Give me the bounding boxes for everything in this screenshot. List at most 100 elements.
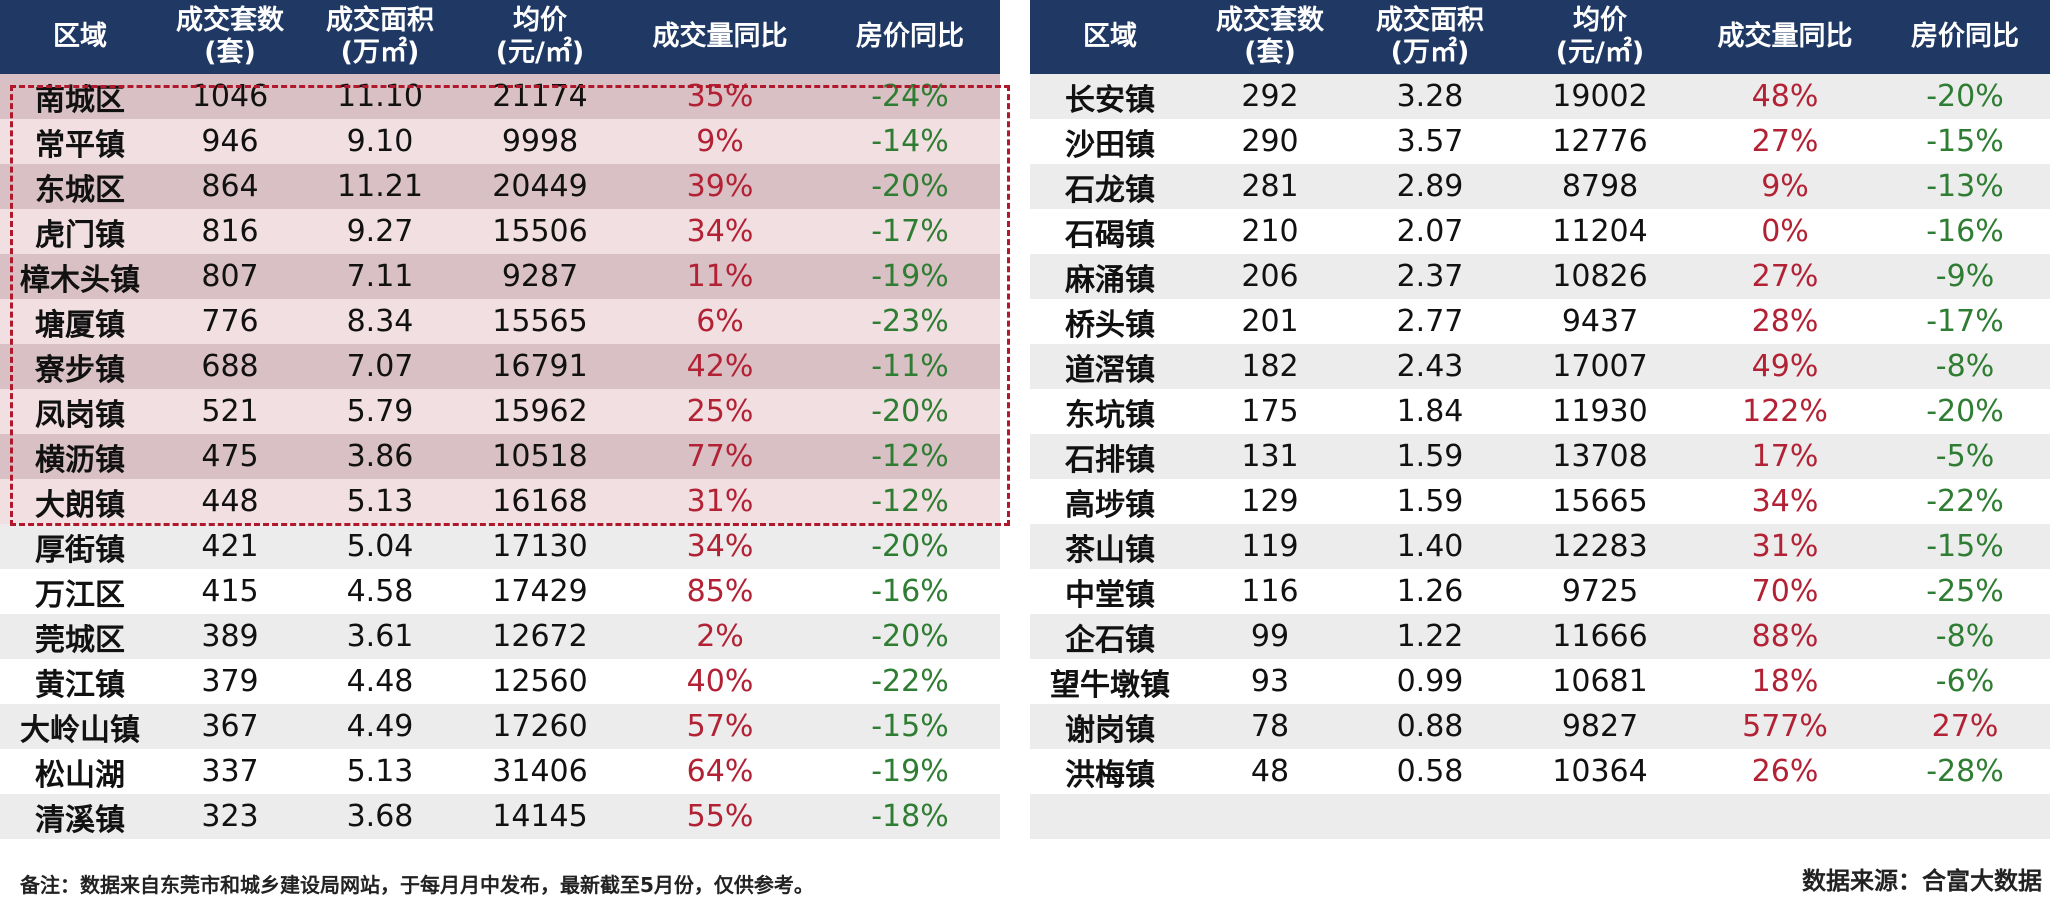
price-yoy-cell: -11% [820,344,1000,389]
area-cell: 2.07 [1350,209,1510,254]
price-yoy-cell: -9% [1880,254,2050,299]
table-row: 常平镇 946 9.10 9998 9% -14% [0,119,1000,164]
header-area-line2: (万㎡) [340,37,420,68]
region-cell: 大岭山镇 [0,704,160,749]
table-row: 石排镇 131 1.59 13708 17% -5% [1030,434,2050,479]
header-region: 区域 [1030,0,1190,74]
volume-yoy-cell: 26% [1690,749,1880,794]
price-cell: 13708 [1510,434,1690,479]
count-cell: 415 [160,569,300,614]
price-cell: 9725 [1510,569,1690,614]
region-cell: 东城区 [0,164,160,209]
price-cell: 15506 [460,209,620,254]
header-price-line1: 均价 [513,5,567,36]
volume-yoy-cell: 6% [620,299,820,344]
table-row: 南城区 1046 11.10 21174 35% -24% [0,74,1000,119]
price-cell: 8798 [1510,164,1690,209]
price-yoy-cell: -17% [820,209,1000,254]
area-cell: 1.26 [1350,569,1510,614]
data-source: 数据来源：合富大数据 [1802,867,2042,895]
price-yoy-cell: -17% [1880,299,2050,344]
region-cell: 石龙镇 [1030,164,1190,209]
header-price-line2: (元/㎡) [1555,37,1645,68]
table-row: 凤岗镇 521 5.79 15962 25% -20% [0,389,1000,434]
footnote: 备注：数据来自东莞市和城乡建设局网站，于每月月中发布，最新截至5月份，仅供参考。 [20,873,814,897]
count-cell: 389 [160,614,300,659]
area-cell: 1.22 [1350,614,1510,659]
price-cell: 19002 [1510,74,1690,119]
price-cell: 15665 [1510,479,1690,524]
area-cell: 2.77 [1350,299,1510,344]
price-cell: 16791 [460,344,620,389]
price-cell: 17260 [460,704,620,749]
count-cell: 807 [160,254,300,299]
area-cell: 4.48 [300,659,460,704]
price-cell: 10518 [460,434,620,479]
price-cell: 12283 [1510,524,1690,569]
area-cell: 0.88 [1350,704,1510,749]
header-area-line1: 成交面积 [326,5,434,36]
volume-yoy-cell: 25% [620,389,820,434]
table-row: 谢岗镇 78 0.88 9827 577% 27% [1030,704,2050,749]
region-cell: 南城区 [0,74,160,119]
price-yoy-cell: -20% [1880,74,2050,119]
area-cell: 3.57 [1350,119,1510,164]
header-count-line2: (套) [204,37,256,68]
table-row: 大朗镇 448 5.13 16168 31% -12% [0,479,1000,524]
volume-yoy-cell: 70% [1690,569,1880,614]
price-yoy-cell: -18% [820,794,1000,839]
area-cell: 4.58 [300,569,460,614]
table-row: 樟木头镇 807 7.11 9287 11% -19% [0,254,1000,299]
region-cell: 谢岗镇 [1030,704,1190,749]
region-cell: 清溪镇 [0,794,160,839]
price-yoy-cell: -20% [820,524,1000,569]
price-cell: 17007 [1510,344,1690,389]
volume-yoy-cell: 85% [620,569,820,614]
header-price: 均价 (元/㎡) [1510,0,1690,74]
count-cell: 99 [1190,614,1350,659]
count-cell: 201 [1190,299,1350,344]
table-row: 沙田镇 290 3.57 12776 27% -15% [1030,119,2050,164]
table-row: 石碣镇 210 2.07 11204 0% -16% [1030,209,2050,254]
region-cell: 寮步镇 [0,344,160,389]
region-cell: 黄江镇 [0,659,160,704]
count-cell: 688 [160,344,300,389]
count-cell: 78 [1190,704,1350,749]
count-cell: 816 [160,209,300,254]
price-yoy-cell: -5% [1880,434,2050,479]
count-cell: 210 [1190,209,1350,254]
price-yoy-cell: -16% [1880,209,2050,254]
header-price-line2: (元/㎡) [495,37,585,68]
price-yoy-cell: 27% [1880,704,2050,749]
volume-yoy-cell: 9% [620,119,820,164]
region-cell: 道滘镇 [1030,344,1190,389]
price-yoy-cell: -22% [820,659,1000,704]
volume-yoy-cell: 31% [1690,524,1880,569]
region-cell: 高埗镇 [1030,479,1190,524]
count-cell: 421 [160,524,300,569]
price-cell: 15565 [460,299,620,344]
count-cell: 379 [160,659,300,704]
count-cell: 119 [1190,524,1350,569]
region-cell: 松山湖 [0,749,160,794]
price-yoy-cell: -28% [1880,749,2050,794]
area-cell: 5.13 [300,479,460,524]
count-cell: 946 [160,119,300,164]
header-area: 成交面积 (万㎡) [300,0,460,74]
table-row: 中堂镇 116 1.26 9725 70% -25% [1030,569,2050,614]
price-yoy-cell: -15% [820,704,1000,749]
area-cell: 1.59 [1350,479,1510,524]
header-price: 均价 (元/㎡) [460,0,620,74]
header-area: 成交面积 (万㎡) [1350,0,1510,74]
price-yoy-cell: -19% [820,254,1000,299]
area-cell: 2.43 [1350,344,1510,389]
volume-yoy-cell: 88% [1690,614,1880,659]
area-cell: 8.34 [300,299,460,344]
table-row: 石龙镇 281 2.89 8798 9% -13% [1030,164,2050,209]
right-table-body: 长安镇 292 3.28 19002 48% -20% 沙田镇 290 3.57 12776 27%… [1030,74,2050,839]
area-cell: 1.84 [1350,389,1510,434]
region-cell: 横沥镇 [0,434,160,479]
header-volume-yoy: 成交量同比 [620,0,820,74]
table-row: 横沥镇 475 3.86 10518 77% -12% [0,434,1000,479]
region-cell: 樟木头镇 [0,254,160,299]
